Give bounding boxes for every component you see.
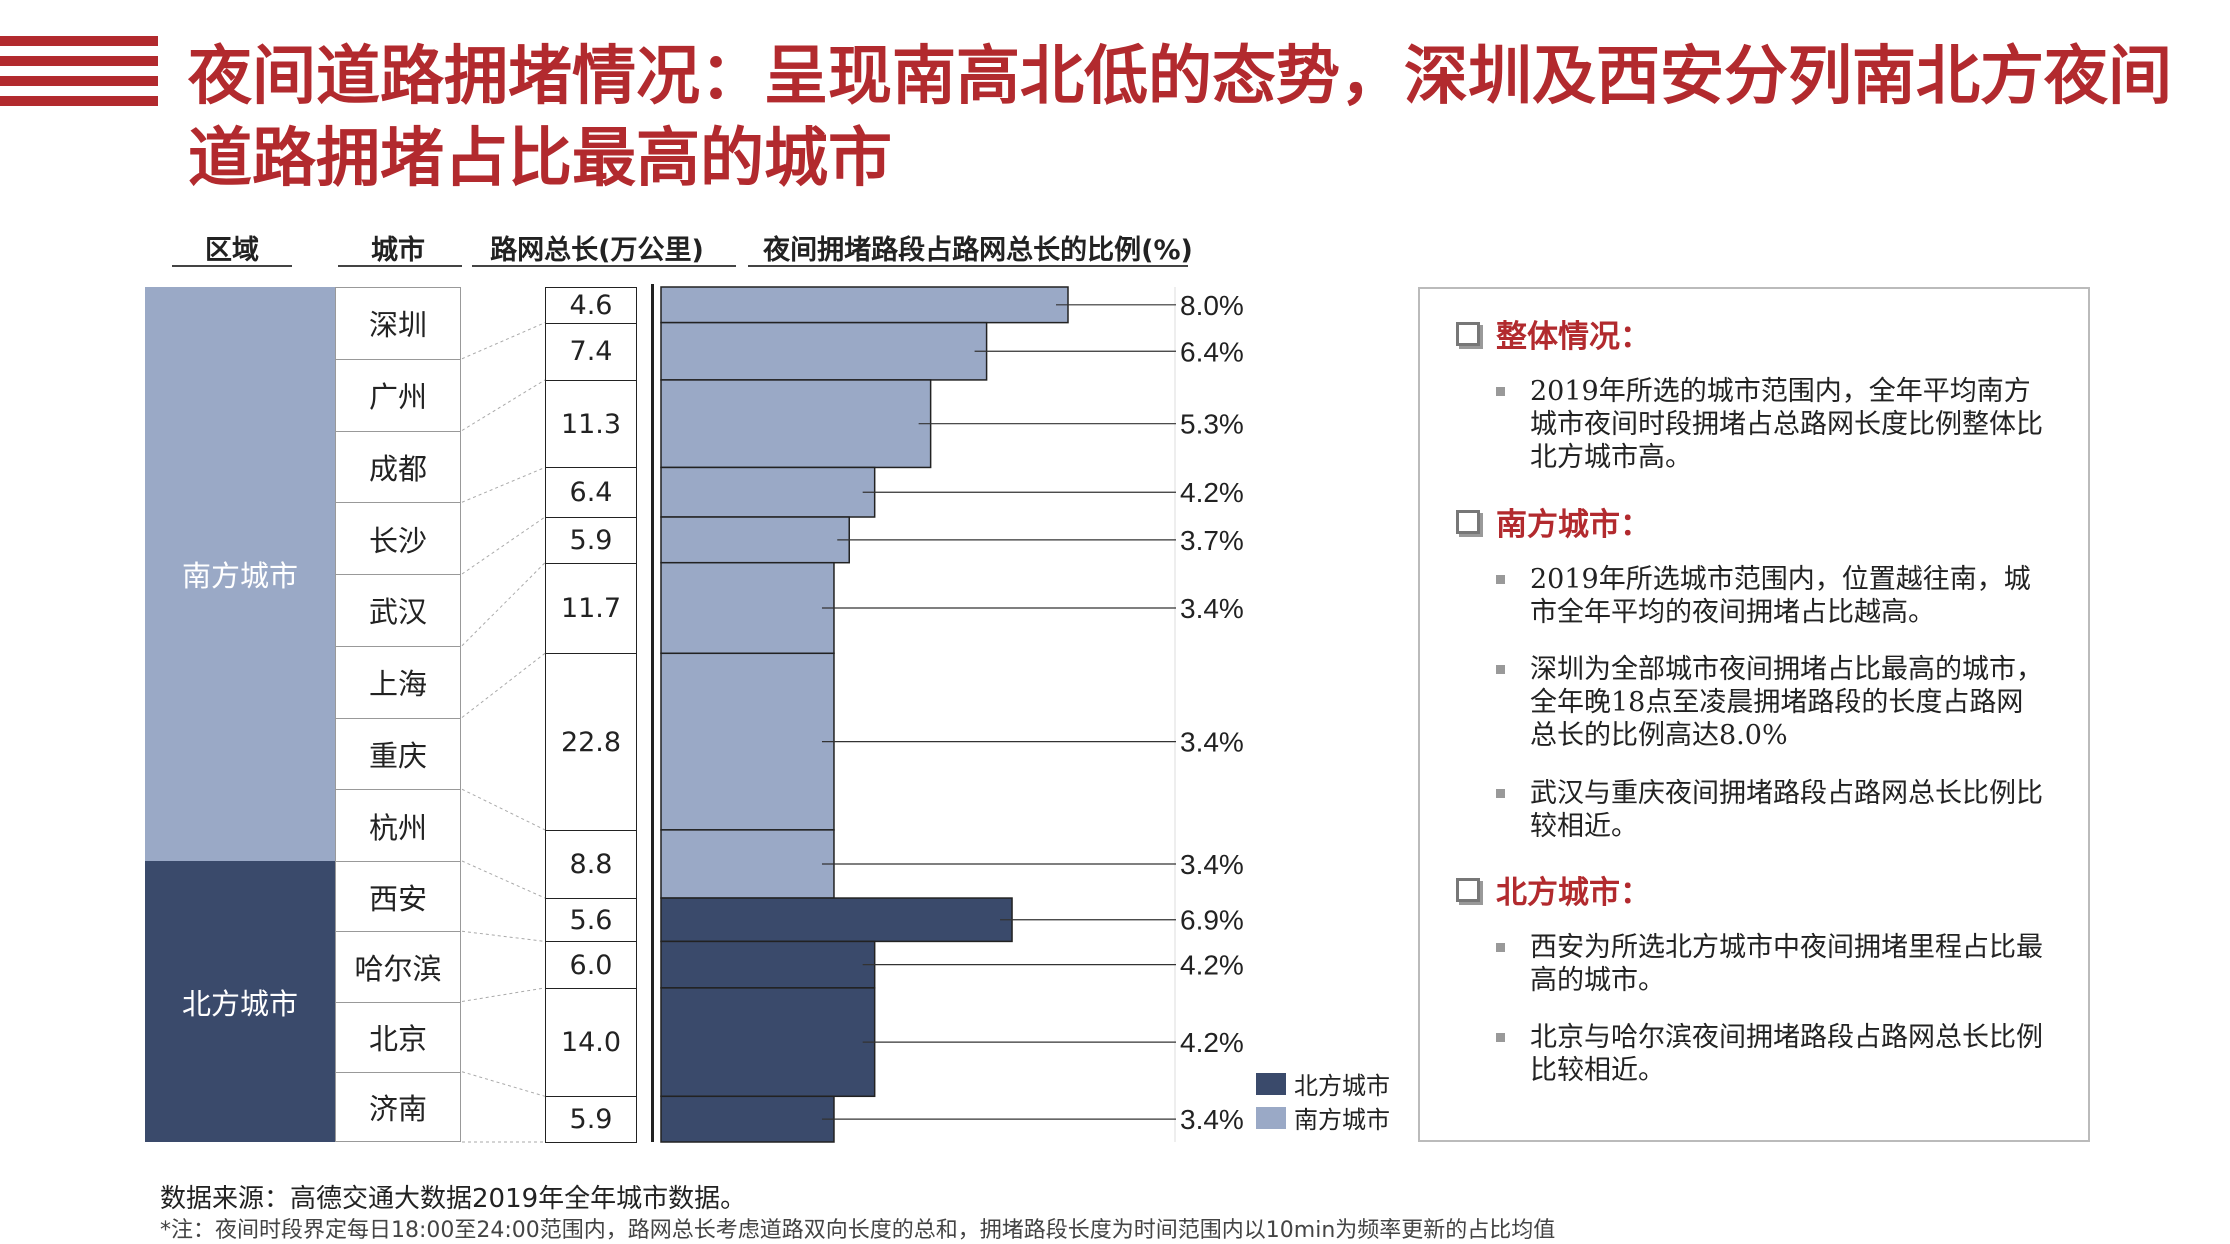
checkbox-square-icon [1456,321,1480,346]
road-length-value: 6.4 [545,467,637,518]
road-length-value: 5.6 [545,898,637,943]
ratio-bar [660,652,835,831]
ratio-bar [660,286,1069,324]
bullet-square-icon [1496,789,1505,798]
row-connector [461,322,546,360]
row-connector [461,987,546,1002]
row-connector [461,860,546,899]
title-stripes [0,36,158,116]
bullet-item: 2019年所选城市范围内，位置越往南，城市全年平均的夜间拥堵占比越高。 [1496,563,2050,629]
bullet-square-icon [1496,665,1505,674]
city-label: 济南 [335,1071,461,1142]
row-connector [461,1071,546,1097]
road-length-value: 5.9 [545,1096,637,1143]
road-length-value: 5.9 [545,517,637,564]
row-connector [461,788,546,831]
region-south: 南方城市 [145,287,335,861]
city-label: 北京 [335,1001,461,1072]
city-label: 武汉 [335,574,461,646]
header-city: 城市 [371,235,425,266]
value-label: 4.2% [1180,950,1244,981]
legend-north-label: 北方城市 [1294,1072,1390,1100]
ratio-bar-chart: 8.0% 6.4% 5.3% 4.2% 3.7% 3.4% 3.4% 3.4% 6.9% 4.2%… [461,286,1244,1143]
ratio-bar [660,987,876,1098]
row-connector [461,516,546,575]
ratio-bar [660,379,932,469]
legend-south-label: 南方城市 [1294,1106,1390,1134]
city-label: 重庆 [335,717,461,790]
bullet-item: 西安为所选北方城市中夜间拥堵里程占比最高的城市。 [1496,931,2050,997]
ratio-bar [660,1095,835,1143]
road-length-value: 11.7 [545,562,637,655]
section-title: 南方城市： [1496,507,1651,543]
checkbox-square-icon [1456,509,1480,534]
header-ratio: 夜间拥堵路段占路网总长的比例(%) [763,235,1193,266]
bullet-square-icon [1496,943,1505,952]
bullet-square-icon [1496,575,1505,584]
ratio-bar [660,897,1013,943]
bullet-item: 2019年所选的城市范围内，全年平均南方城市夜间时段拥堵占总路网长度比例整体比北… [1496,375,2050,474]
data-source: 数据来源：高德交通大数据2019年全年城市数据。 [160,1184,747,1214]
value-label: 5.3% [1180,409,1244,440]
city-label: 深圳 [335,287,461,359]
bullet-item: 深圳为全部城市夜间拥堵占比最高的城市，全年晚18点至凌晨拥堵路段的长度占路网总长… [1496,653,2050,752]
road-length-value: 11.3 [545,379,637,469]
legend-north: 北方城市 [1256,1066,1390,1101]
ratio-bar [660,516,850,564]
city-label: 哈尔滨 [335,931,461,1002]
road-length-value: 6.0 [545,941,637,989]
city-label: 西安 [335,861,461,932]
value-label: 3.4% [1180,727,1244,758]
ratio-bar [660,940,876,989]
legend-south-swatch [1256,1106,1286,1129]
section-heading-north: 北方城市： [1456,867,1651,912]
ratio-bar [660,561,835,655]
region-north: 北方城市 [145,861,335,1142]
chart-axis [651,284,654,1142]
value-label: 3.7% [1180,525,1244,556]
header-region: 区域 [205,235,259,266]
header-length: 路网总长(万公里) [490,235,704,266]
legend-south: 南方城市 [1256,1100,1390,1135]
value-label: 8.0% [1180,290,1244,321]
road-length-value: 7.4 [545,322,637,381]
road-length-value: 22.8 [545,653,637,831]
legend-north-swatch [1256,1072,1286,1095]
footnote: *注：夜间时段界定每日18:00至24:00范围内，路网总长考虑道路双向长度的总… [160,1218,1556,1243]
summary-panel: 整体情况： 2019年所选的城市范围内，全年平均南方城市夜间时段拥堵占总路网长度… [1418,287,2090,1142]
city-label: 成都 [335,430,461,503]
section-title: 北方城市： [1496,875,1651,911]
city-label: 杭州 [335,789,461,861]
road-length-value: 14.0 [545,987,637,1098]
city-label: 上海 [335,645,461,718]
page-title: 夜间道路拥堵情况：呈现南高北低的态势，深圳及西安分列南北方夜间道路拥堵占比最高的… [188,40,2172,196]
section-heading-south: 南方城市： [1456,499,1651,544]
row-connector [461,652,546,718]
bullet-square-icon [1496,1033,1505,1042]
row-connector [461,930,546,942]
ratio-bar [660,321,988,381]
value-label: 3.4% [1180,849,1244,880]
bullet-item: 北京与哈尔滨夜间拥堵路段占路网总长比例比较相近。 [1496,1021,2050,1087]
value-label: 4.2% [1180,1027,1244,1058]
value-label: 3.4% [1180,593,1244,624]
bullet-item: 武汉与重庆夜间拥堵路段占路网总长比例比较相近。 [1496,777,2050,843]
ratio-bar [660,466,876,518]
checkbox-square-icon [1456,877,1480,902]
value-label: 4.2% [1180,477,1244,508]
bullet-square-icon [1496,387,1505,396]
row-connector [461,562,546,647]
section-title: 整体情况： [1496,319,1651,355]
ratio-bar [660,829,835,899]
value-label: 6.9% [1180,905,1244,936]
row-connector [461,379,546,431]
value-label: 3.4% [1180,1104,1244,1135]
value-label: 6.4% [1180,336,1244,367]
city-label: 广州 [335,358,461,431]
row-connector [461,466,546,503]
city-label: 长沙 [335,502,461,574]
section-heading-overall: 整体情况： [1456,311,1651,356]
